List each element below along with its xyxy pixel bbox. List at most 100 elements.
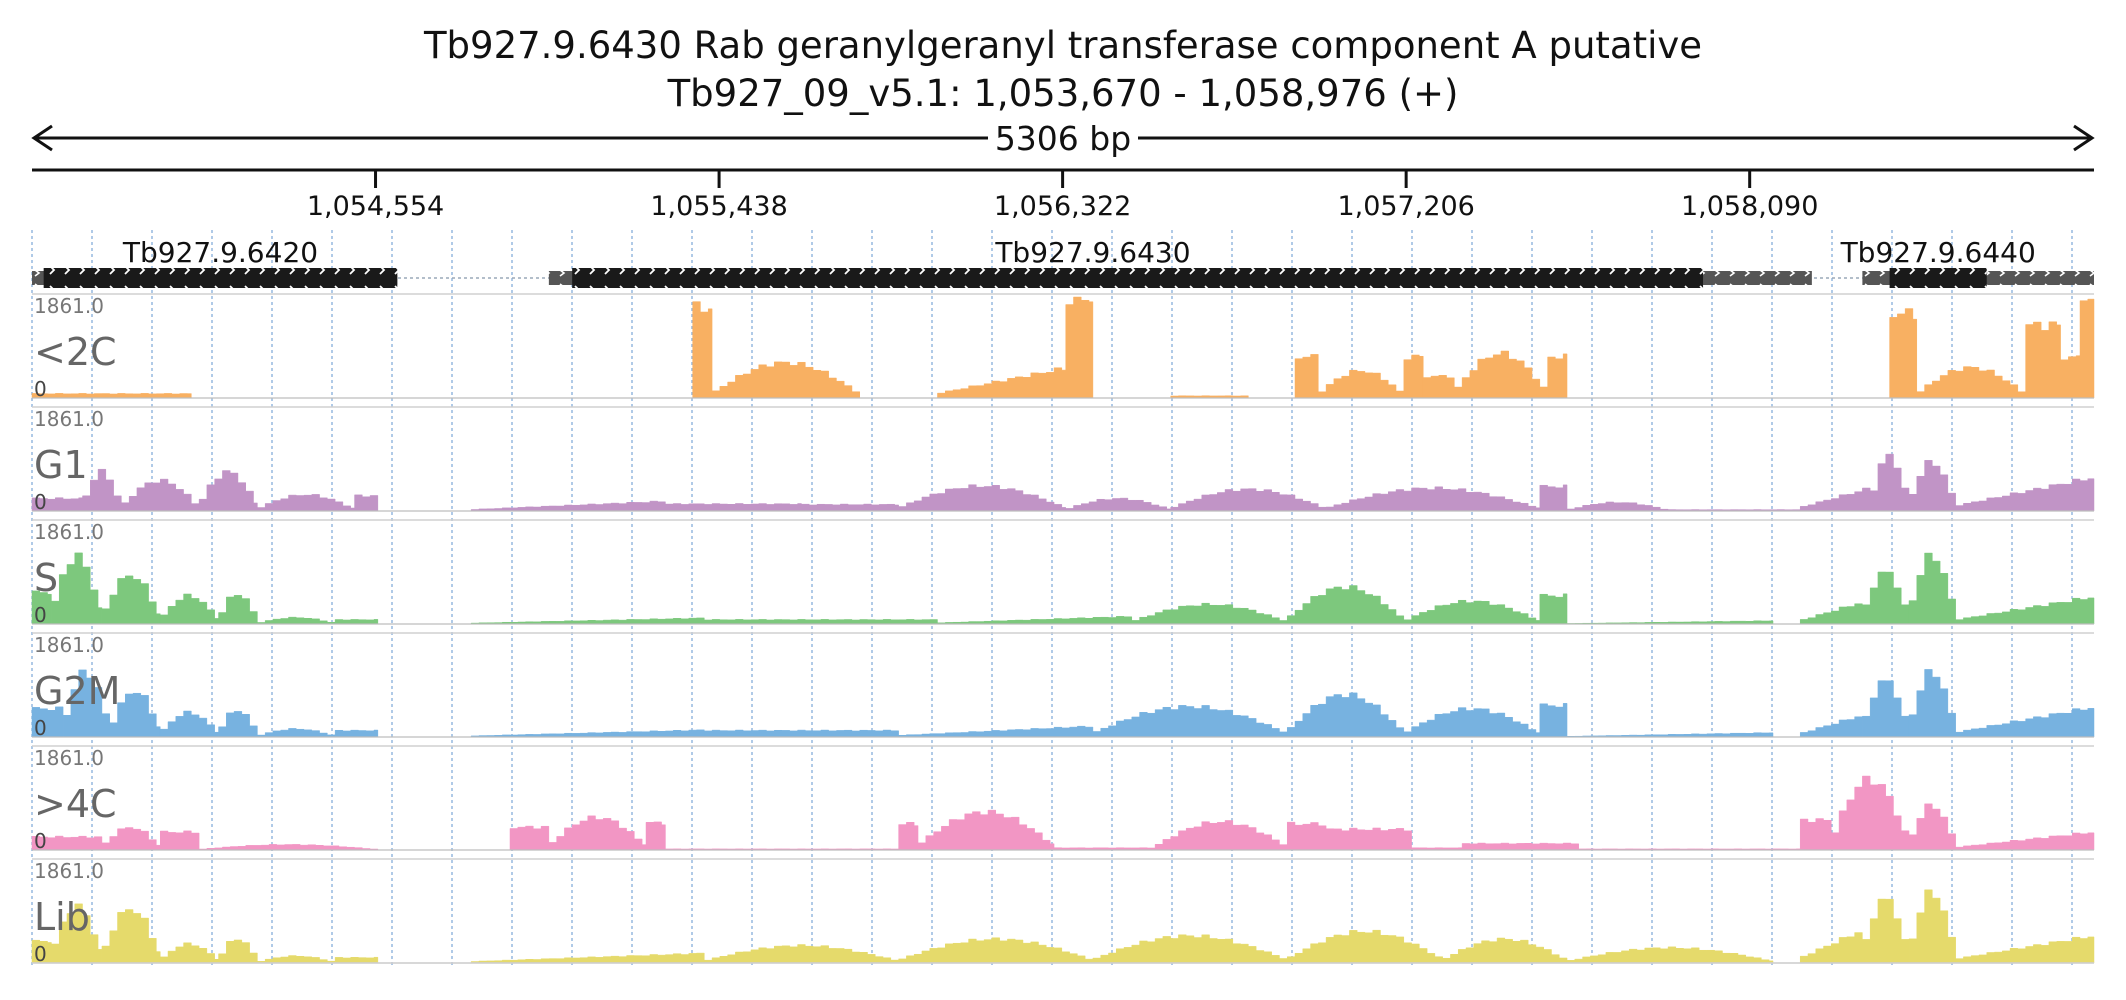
track-name-label: S xyxy=(34,556,58,600)
coverage-segment xyxy=(31,835,103,851)
coverage-segment xyxy=(1869,453,1910,512)
coverage-segment xyxy=(937,616,1133,625)
coverage-segment xyxy=(159,942,219,964)
coverage-segment xyxy=(354,494,379,512)
coverage-segment xyxy=(1799,487,1871,512)
coverage-segment xyxy=(159,830,200,851)
coverage-segment xyxy=(1154,820,1288,851)
track-ymax-label: 1861.0 xyxy=(34,294,104,318)
coverage-segment xyxy=(548,815,647,851)
coverage-segment xyxy=(31,497,83,512)
track-name-label: G2M xyxy=(34,669,120,713)
coverage-segment xyxy=(1442,937,1568,964)
coverage-segment xyxy=(1955,936,2095,964)
coverage-segment xyxy=(470,952,705,964)
axis-tick-label: 1,055,438 xyxy=(650,191,787,222)
coverage-segment xyxy=(1403,707,1541,738)
coverage-segment xyxy=(898,822,919,851)
coverage-segment xyxy=(1862,571,1910,625)
coverage-segment xyxy=(1286,692,1405,738)
coverage-segment xyxy=(334,619,379,625)
axis-tick-label: 1,056,322 xyxy=(994,191,1131,222)
track-name-label: G1 xyxy=(34,443,88,487)
coverage-segment xyxy=(1454,350,1548,399)
gene-cds xyxy=(1889,268,1987,288)
coverage-segment xyxy=(218,595,258,625)
coverage-segment xyxy=(801,503,899,512)
coverage-segment xyxy=(257,616,336,625)
coverage-segment xyxy=(2025,321,2061,399)
coverage-segment xyxy=(1461,842,1579,851)
coverage-segment xyxy=(1799,716,1863,738)
coverage-segment xyxy=(1908,803,1956,851)
coverage-segment xyxy=(509,825,550,851)
coverage-segment xyxy=(704,944,899,964)
track-ymin-label: 0 xyxy=(34,377,47,401)
track-ymin-label: 0 xyxy=(34,716,47,740)
coverage-segment xyxy=(1065,497,1171,512)
coverage-segment xyxy=(898,725,1094,738)
span-label-bg xyxy=(988,120,1138,156)
coverage-segment xyxy=(1955,597,2095,625)
track-ymin-label: 0 xyxy=(34,603,47,627)
coverage-segment xyxy=(1547,353,1568,399)
coverage-segment xyxy=(898,484,1066,512)
coverage-segment xyxy=(1403,599,1541,625)
coverage-segment xyxy=(159,593,219,625)
coverage-segment xyxy=(470,500,666,512)
coverage-segment xyxy=(1799,818,1832,851)
span-arrow-left-icon xyxy=(31,124,53,152)
track-ymin-label: 0 xyxy=(34,942,47,966)
coverage-segment xyxy=(1908,552,1956,625)
span-length-label: 5306 bp xyxy=(995,119,1131,158)
coverage-segment xyxy=(2079,298,2095,399)
coverage-segment xyxy=(101,827,161,851)
coverage-segment xyxy=(257,728,336,738)
span-arrow-right-icon xyxy=(2073,124,2095,152)
gene-cds xyxy=(572,268,1704,288)
gene-label: Tb927.9.6420 xyxy=(122,236,318,269)
coverage-segment xyxy=(51,903,103,964)
coverage-segment xyxy=(1862,680,1910,738)
coverage-segment xyxy=(704,619,938,625)
coverage-segment xyxy=(1955,832,2095,851)
track-ymin-label: 0 xyxy=(34,490,47,514)
coverage-segment xyxy=(645,821,666,851)
coverage-segment xyxy=(711,361,861,399)
coverage-segment xyxy=(257,955,336,964)
coverage-segment xyxy=(334,956,379,964)
coverage-segment xyxy=(334,729,379,738)
track-ymax-label: 1861.0 xyxy=(34,859,104,883)
coverage-segment xyxy=(62,669,110,738)
track-name-label: >4C xyxy=(34,782,117,826)
coverage-segment xyxy=(1539,484,1568,512)
coverage-segment xyxy=(1092,934,1288,964)
coverage-segment xyxy=(51,552,103,625)
axis-tick-label: 1,054,554 xyxy=(307,191,444,222)
coverage-segment xyxy=(1539,593,1568,625)
coverage-segment xyxy=(109,692,161,738)
coverage-segment xyxy=(1403,354,1424,399)
coverage-segment xyxy=(218,939,258,964)
coverage-segment xyxy=(1065,296,1094,399)
track-ymax-label: 1861.0 xyxy=(34,520,104,544)
coverage-segment xyxy=(665,503,802,512)
figure-title: Tb927.9.6430 Rab geranylgeranyl transfer… xyxy=(423,24,1703,67)
coverage-segment xyxy=(1539,703,1568,738)
coverage-segment xyxy=(917,809,1055,851)
coverage-segment xyxy=(1325,486,1541,512)
coverage-segment xyxy=(1286,821,1327,851)
coverage-segment xyxy=(1955,708,2095,738)
gene-label: Tb927.9.6430 xyxy=(994,236,1190,269)
gene-label: Tb927.9.6440 xyxy=(1840,236,2036,269)
coverage-segment xyxy=(1318,369,1405,399)
coverage-segment xyxy=(159,710,219,738)
coverage-segment xyxy=(218,711,258,738)
axis-tick-label: 1,058,090 xyxy=(1681,191,1818,222)
coverage-segment xyxy=(704,729,899,738)
coverage-segment xyxy=(1799,932,1863,964)
coverage-segment xyxy=(1092,705,1288,738)
coverage-segment xyxy=(1286,929,1443,964)
